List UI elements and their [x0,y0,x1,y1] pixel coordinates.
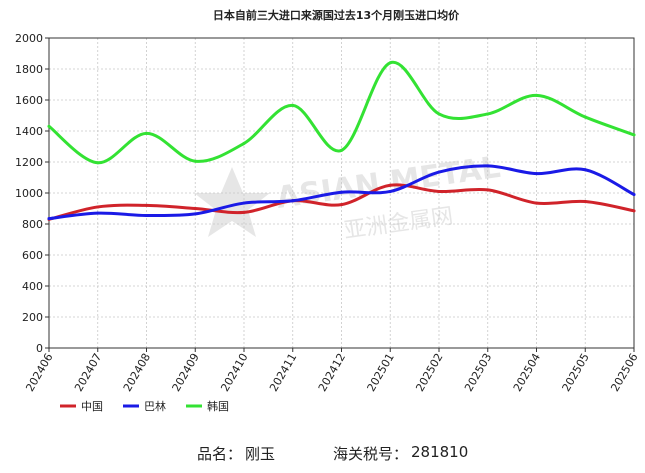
data-point [583,115,587,119]
x-tick-label: 202408 [121,351,153,394]
data-point [486,188,490,192]
data-point [583,168,587,172]
data-point [145,213,148,217]
data-point [632,193,636,197]
y-tick-label: 0 [36,342,43,355]
y-tick-label: 200 [22,311,43,324]
x-tick-label: 202406 [23,351,55,394]
data-point [583,200,587,204]
data-point [486,164,490,168]
data-point [535,172,538,176]
legend-label: 韩国 [207,399,229,413]
data-point [145,131,148,135]
y-tick-label: 1000 [15,187,43,200]
x-tick-label: 202407 [72,351,104,394]
data-point [437,189,441,193]
data-point [437,112,441,116]
y-tick-label: 800 [22,218,43,231]
y-tick-label: 600 [22,249,43,262]
x-tick-label: 202503 [462,351,494,394]
legend-label: 中国 [81,400,103,413]
data-point [388,61,392,65]
y-tick-label: 1200 [15,156,43,169]
legend-label: 巴林 [144,399,166,413]
y-tick-label: 2000 [15,32,43,45]
data-point [388,189,392,193]
data-point [535,93,538,97]
data-point [242,201,246,205]
data-point [242,210,246,214]
data-point [242,141,246,145]
y-tick-label: 1400 [15,125,43,138]
hs-code-value: 281810 [411,443,469,461]
x-tick-label: 202506 [608,351,640,394]
x-tick-label: 202411 [267,351,299,394]
series [47,61,636,221]
product-value: 刚玉 [245,445,276,463]
x-tick-label: 202501 [365,351,397,394]
data-point [632,209,636,213]
data-point [193,207,197,210]
data-point [96,161,100,165]
data-point [340,203,343,207]
data-point [291,199,295,203]
data-point [388,183,392,187]
data-point [96,205,100,209]
x-tick-label: 202502 [413,351,445,394]
data-point [145,203,148,207]
footer: 品名： 刚玉 海关税号： 281810 [0,443,645,467]
data-point [486,112,490,116]
y-tick-label: 1800 [15,63,43,76]
y-tick-label: 1600 [15,94,43,107]
x-tick-label: 202410 [218,351,250,394]
x-tick-label: 202412 [316,351,348,394]
x-tick-label: 202409 [170,351,202,394]
watermark-logo [194,167,270,237]
data-point [96,211,100,215]
data-point [340,148,343,152]
data-point [47,124,51,128]
watermark-text: ASIAN METAL [274,150,502,216]
hs-code-label: 海关税号： [333,445,409,463]
y-tick-label: 400 [22,280,43,293]
data-point [632,133,636,137]
data-point [535,201,538,205]
data-point [193,159,197,163]
data-point [193,212,197,216]
x-tick-label: 202505 [560,351,592,394]
data-point [291,103,295,107]
x-tick-label: 202504 [511,351,543,394]
legend: 中国 巴林 韩国 [60,399,229,413]
chart-title: 日本自前三大进口来源国过去13个月刚玉进口均价 [213,8,460,22]
data-point [437,170,441,174]
data-point [340,190,343,194]
watermark: ASIAN METAL 亚洲金属网 [194,150,502,244]
data-point [47,217,51,221]
product-label: 品名： [197,445,243,463]
